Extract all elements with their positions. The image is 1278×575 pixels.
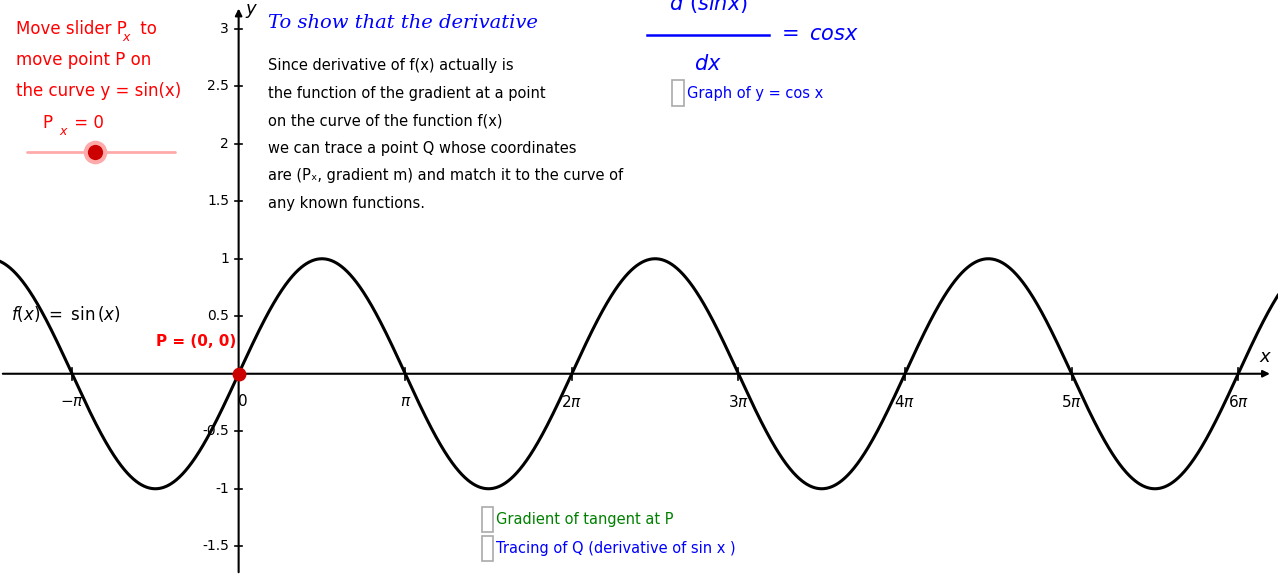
Text: x: x xyxy=(1259,347,1270,366)
Text: move point P on: move point P on xyxy=(15,51,151,69)
Text: $4\pi$: $4\pi$ xyxy=(895,394,915,411)
Text: Gradient of tangent at P: Gradient of tangent at P xyxy=(496,512,674,527)
FancyBboxPatch shape xyxy=(672,81,684,106)
Text: 0: 0 xyxy=(238,394,248,409)
Text: Since derivative of f(x) actually is: Since derivative of f(x) actually is xyxy=(268,58,514,73)
Text: -0.5: -0.5 xyxy=(202,424,229,438)
Text: Graph of y = cos x: Graph of y = cos x xyxy=(686,86,823,101)
Text: Move slider P: Move slider P xyxy=(15,20,127,38)
Text: To show that the derivative: To show that the derivative xyxy=(268,14,538,32)
Text: Tracing of Q (derivative of sin x ): Tracing of Q (derivative of sin x ) xyxy=(496,541,735,556)
Text: to: to xyxy=(135,20,157,38)
Text: x: x xyxy=(59,125,66,137)
Text: $2\pi$: $2\pi$ xyxy=(561,394,583,411)
Text: $d\ (sinx)$: $d\ (sinx)$ xyxy=(668,0,748,15)
Text: P: P xyxy=(42,114,52,132)
Text: $3\pi$: $3\pi$ xyxy=(728,394,749,411)
Text: x: x xyxy=(121,32,129,44)
Text: 3: 3 xyxy=(220,22,229,36)
Text: are (Pₓ, gradient m) and match it to the curve of: are (Pₓ, gradient m) and match it to the… xyxy=(268,168,622,183)
Text: 0.5: 0.5 xyxy=(207,309,229,323)
Text: -1.5: -1.5 xyxy=(202,539,229,553)
Text: $=\ cosx$: $=\ cosx$ xyxy=(777,25,859,44)
Text: $dx$: $dx$ xyxy=(694,54,722,74)
Text: $5\pi$: $5\pi$ xyxy=(1061,394,1082,411)
Text: the function of the gradient at a point: the function of the gradient at a point xyxy=(268,86,546,101)
FancyBboxPatch shape xyxy=(482,507,493,532)
Text: the curve y = sin(x): the curve y = sin(x) xyxy=(15,82,181,100)
Text: 1: 1 xyxy=(220,252,229,266)
Text: 2: 2 xyxy=(220,137,229,151)
Text: 1.5: 1.5 xyxy=(207,194,229,208)
Text: P = (0, 0): P = (0, 0) xyxy=(156,334,236,349)
Text: we can trace a point Q whose coordinates: we can trace a point Q whose coordinates xyxy=(268,141,576,156)
Text: on the curve of the function f(x): on the curve of the function f(x) xyxy=(268,113,502,128)
FancyBboxPatch shape xyxy=(482,536,493,561)
Text: -1: -1 xyxy=(215,482,229,496)
Text: = 0: = 0 xyxy=(69,114,104,132)
Text: y: y xyxy=(245,0,256,18)
Text: $f(x)\ =\ \sin\left(x\right)$: $f(x)\ =\ \sin\left(x\right)$ xyxy=(10,304,120,324)
Text: 2.5: 2.5 xyxy=(207,79,229,93)
Text: any known functions.: any known functions. xyxy=(268,196,424,211)
Text: $\pi$: $\pi$ xyxy=(400,394,412,409)
Text: $-\pi$: $-\pi$ xyxy=(60,394,84,409)
Text: $6\pi$: $6\pi$ xyxy=(1228,394,1249,411)
